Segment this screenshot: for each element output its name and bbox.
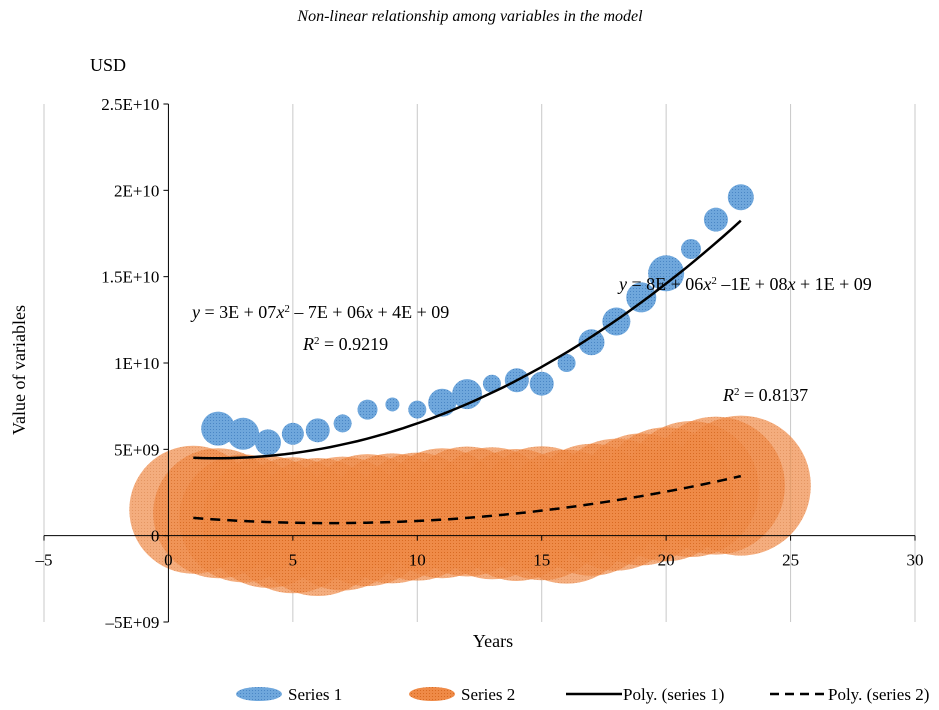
- legend-item-series-2: Series 2: [409, 685, 515, 704]
- legend: Series 1 Series 2 Poly. (series 1) Poly. …: [236, 685, 929, 704]
- x-axis-label: Years: [473, 631, 513, 651]
- series-1-bubble: [578, 329, 605, 356]
- legend-item-trend-1: Poly. (series 1): [566, 685, 724, 704]
- legend-marker-series-1: [236, 687, 282, 701]
- series-1-bubble: [357, 399, 378, 420]
- series-1-bubble: [557, 354, 576, 372]
- series-1-bubble: [428, 388, 457, 417]
- x-tick-label: 25: [782, 551, 799, 570]
- unit-label: USD: [90, 55, 126, 75]
- series-1-bubble: [408, 400, 427, 419]
- legend-label-trend-1: Poly. (series 1): [623, 685, 724, 704]
- series-1-bubble: [648, 255, 685, 292]
- x-tick-label: 0: [164, 551, 173, 570]
- series-1-bubbles: [201, 184, 754, 456]
- series-1-bubble: [385, 397, 400, 412]
- chart-title: Non-linear relationship among variables …: [296, 8, 643, 25]
- vertical-gridlines: [43, 104, 916, 622]
- y-tick-label: 5E+09: [114, 440, 159, 459]
- legend-item-trend-2: Poly. (series 2): [770, 685, 929, 704]
- trendlines: [193, 219, 742, 525]
- legend-item-series-1: Series 1: [236, 685, 342, 704]
- trend-equation-series-1: y = 3E + 07x2 – 7E + 06x + 4E + 09: [190, 302, 449, 322]
- series-1-bubble: [727, 184, 754, 211]
- series-1-bubble: [305, 418, 330, 443]
- series-1-bubble: [281, 422, 304, 445]
- r-squared-series-2: R2 = 0.8137: [722, 385, 808, 405]
- series-1-bubble: [703, 207, 728, 232]
- y-tick-label: 1E+10: [114, 354, 159, 373]
- series-2-bubble: [670, 415, 811, 556]
- y-tick-label: 2.5E+10: [101, 95, 159, 114]
- x-tick-label: 30: [907, 551, 924, 570]
- x-tick-label: 20: [658, 551, 675, 570]
- legend-label-series-2: Series 2: [461, 685, 515, 704]
- series-1-bubble: [626, 282, 657, 313]
- trendline-series-1: [193, 219, 742, 460]
- series-1-bubble: [227, 417, 260, 450]
- series-1-bubble: [482, 374, 501, 393]
- series-1-bubble: [254, 429, 281, 456]
- x-tick-label: 10: [409, 551, 426, 570]
- x-tick-label: –5: [35, 551, 53, 570]
- legend-marker-series-2: [409, 687, 455, 701]
- y-tick-label: 0: [151, 527, 160, 546]
- y-tick-label: –5E+09: [104, 613, 159, 632]
- series-1-bubble: [681, 239, 702, 260]
- legend-label-series-1: Series 1: [288, 685, 342, 704]
- legend-label-trend-2: Poly. (series 2): [828, 685, 929, 704]
- series-1-bubble: [201, 411, 236, 446]
- x-tick-label: 5: [289, 551, 298, 570]
- series-2-bubbles: [129, 415, 811, 597]
- tick-labels: –5E+09 0 5E+09 1E+10 1.5E+10 2E+10 2.5E+10 –5 0 5…: [35, 95, 924, 632]
- x-tick-label: 15: [533, 551, 550, 570]
- axes: [43, 103, 916, 623]
- y-axis-label: Value of variables: [9, 305, 29, 435]
- trendline-series-2: [193, 474, 742, 525]
- trend-equation-series-2: y = 8E + 06x2 –1E + 08x + 1E + 09: [617, 274, 872, 294]
- y-tick-label: 1.5E+10: [101, 268, 159, 287]
- y-tick-label: 2E+10: [114, 181, 159, 200]
- series-1-bubble: [529, 371, 554, 396]
- r-squared-series-1: R2 = 0.9219: [302, 334, 388, 354]
- series-1-bubble: [333, 414, 352, 433]
